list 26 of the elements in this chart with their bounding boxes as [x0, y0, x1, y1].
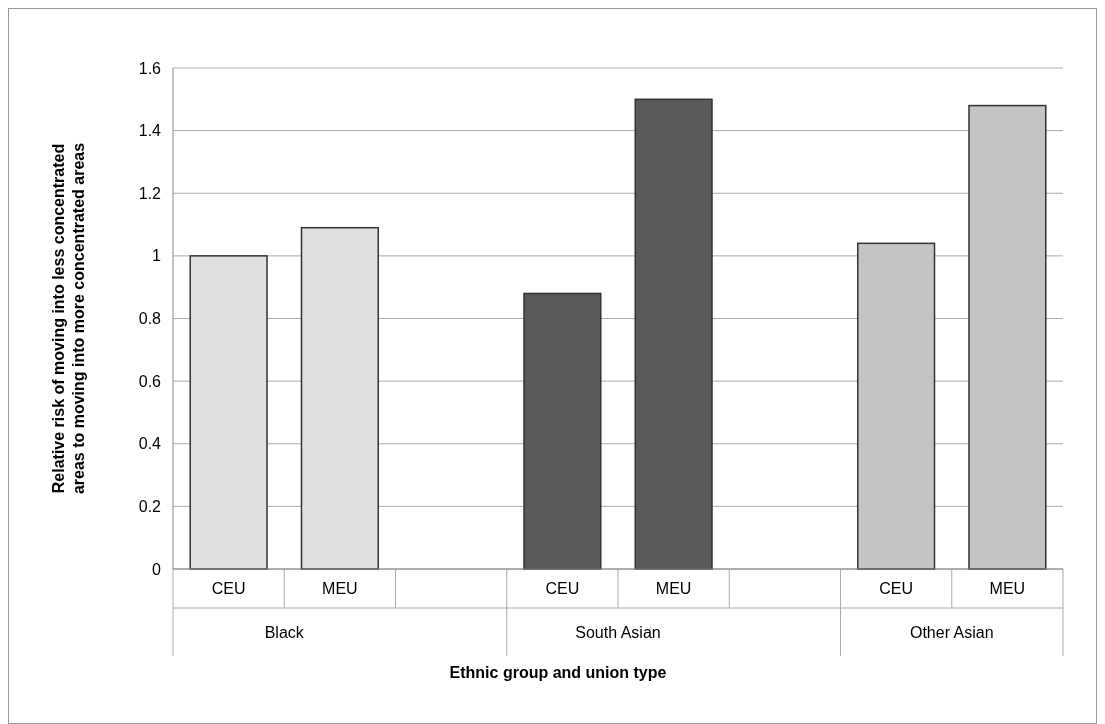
- text: Other Asian: [909, 623, 994, 641]
- x-axis-title: Ethnic group and union type: [449, 664, 667, 681]
- y-tick-label: 1: [152, 247, 162, 265]
- x-tick-label: MEU: [655, 580, 692, 597]
- x-tick-label: MEU: [322, 580, 358, 597]
- y-axis-title: Relative risk of moving into less concentrated areas to moving into more concentrated areas: [50, 142, 87, 495]
- y-tick-label: 0.8: [138, 310, 162, 328]
- y-tick-label: 0.4: [138, 435, 162, 453]
- y-tick-label: 1.2: [138, 184, 162, 202]
- y-tick-label: 0: [152, 560, 162, 578]
- bar: [523, 292, 602, 570]
- bar: [300, 226, 380, 570]
- bar: [968, 104, 1047, 570]
- bar: [634, 98, 713, 570]
- y-tick-label: 1.6: [138, 59, 162, 77]
- x-tick-label: MEU: [989, 580, 1026, 597]
- y-tick-label: 0.6: [138, 372, 162, 390]
- y-tick-label: 1.4: [138, 122, 162, 140]
- x-tick-label: CEU: [879, 580, 914, 597]
- y-tick-label: 0.2: [138, 497, 162, 515]
- text: Black: [264, 623, 305, 641]
- x-tick-label: CEU: [211, 580, 246, 597]
- bar: [189, 255, 268, 570]
- text: South Asian: [575, 623, 661, 641]
- bar: [856, 242, 936, 570]
- x-tick-label: CEU: [545, 580, 580, 597]
